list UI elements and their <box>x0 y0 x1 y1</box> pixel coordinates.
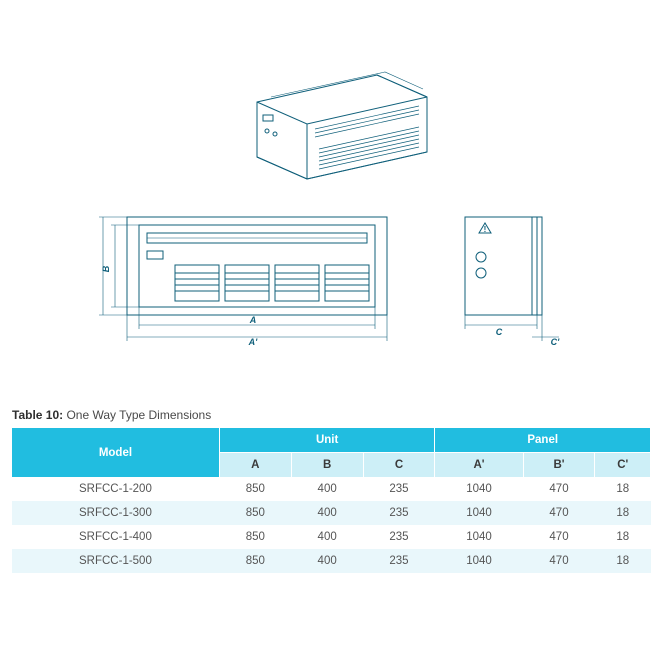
cell-value: 400 <box>291 501 363 525</box>
dimensions-table: Model Unit Panel A B C A' B' C' SRFCC-1-… <box>12 428 651 573</box>
cell-value: 470 <box>523 525 595 549</box>
cell-value: 850 <box>219 477 291 501</box>
cell-value: 400 <box>291 525 363 549</box>
cell-value: 1040 <box>435 549 523 573</box>
cell-value: 18 <box>595 501 651 525</box>
dim-label-B: B <box>101 265 111 272</box>
cell-value: 850 <box>219 549 291 573</box>
cell-value: 400 <box>291 549 363 573</box>
table-caption: Table 10: One Way Type Dimensions <box>12 408 651 422</box>
col-C: C <box>363 453 435 478</box>
cell-value: 470 <box>523 501 595 525</box>
cell-value: 470 <box>523 549 595 573</box>
cell-value: 400 <box>291 477 363 501</box>
dim-label-Cprime: C' <box>550 337 559 347</box>
cell-model: SRFCC-1-300 <box>12 501 219 525</box>
cell-value: 235 <box>363 501 435 525</box>
table-row: SRFCC-1-400850400235104047018 <box>12 525 651 549</box>
cell-value: 235 <box>363 477 435 501</box>
orthographic-row: A A' B B' ! <box>97 207 567 347</box>
colgroup-unit: Unit <box>219 428 435 453</box>
col-Bprime: B' <box>523 453 595 478</box>
cell-model: SRFCC-1-400 <box>12 525 219 549</box>
dim-label-C: C <box>495 327 502 337</box>
cell-value: 18 <box>595 477 651 501</box>
side-view-diagram: ! C C' <box>447 207 567 347</box>
dim-label-A: A <box>248 315 256 325</box>
caption-bold: Table 10: <box>12 408 63 422</box>
cell-model: SRFCC-1-500 <box>12 549 219 573</box>
col-B: B <box>291 453 363 478</box>
cell-value: 235 <box>363 549 435 573</box>
diagram-area: A A' B B' ! <box>12 12 651 392</box>
col-Cprime: C' <box>595 453 651 478</box>
cell-value: 18 <box>595 549 651 573</box>
isometric-diagram <box>227 57 437 187</box>
cell-value: 1040 <box>435 525 523 549</box>
cell-value: 850 <box>219 525 291 549</box>
col-Aprime: A' <box>435 453 523 478</box>
cell-value: 235 <box>363 525 435 549</box>
colgroup-panel: Panel <box>435 428 651 453</box>
front-view-diagram: A A' B B' <box>97 207 407 347</box>
cell-value: 18 <box>595 525 651 549</box>
cell-value: 1040 <box>435 501 523 525</box>
dim-label-Aprime: A' <box>247 337 257 347</box>
caption-rest: One Way Type Dimensions <box>63 408 211 422</box>
table-row: SRFCC-1-300850400235104047018 <box>12 501 651 525</box>
cell-value: 850 <box>219 501 291 525</box>
cell-model: SRFCC-1-200 <box>12 477 219 501</box>
cell-value: 1040 <box>435 477 523 501</box>
svg-text:!: ! <box>483 225 486 234</box>
table-row: SRFCC-1-500850400235104047018 <box>12 549 651 573</box>
dim-label-Bprime: B' <box>97 264 99 273</box>
table-body: SRFCC-1-200850400235104047018SRFCC-1-300… <box>12 477 651 573</box>
table-row: SRFCC-1-200850400235104047018 <box>12 477 651 501</box>
col-model: Model <box>12 428 219 477</box>
cell-value: 470 <box>523 477 595 501</box>
col-A: A <box>219 453 291 478</box>
